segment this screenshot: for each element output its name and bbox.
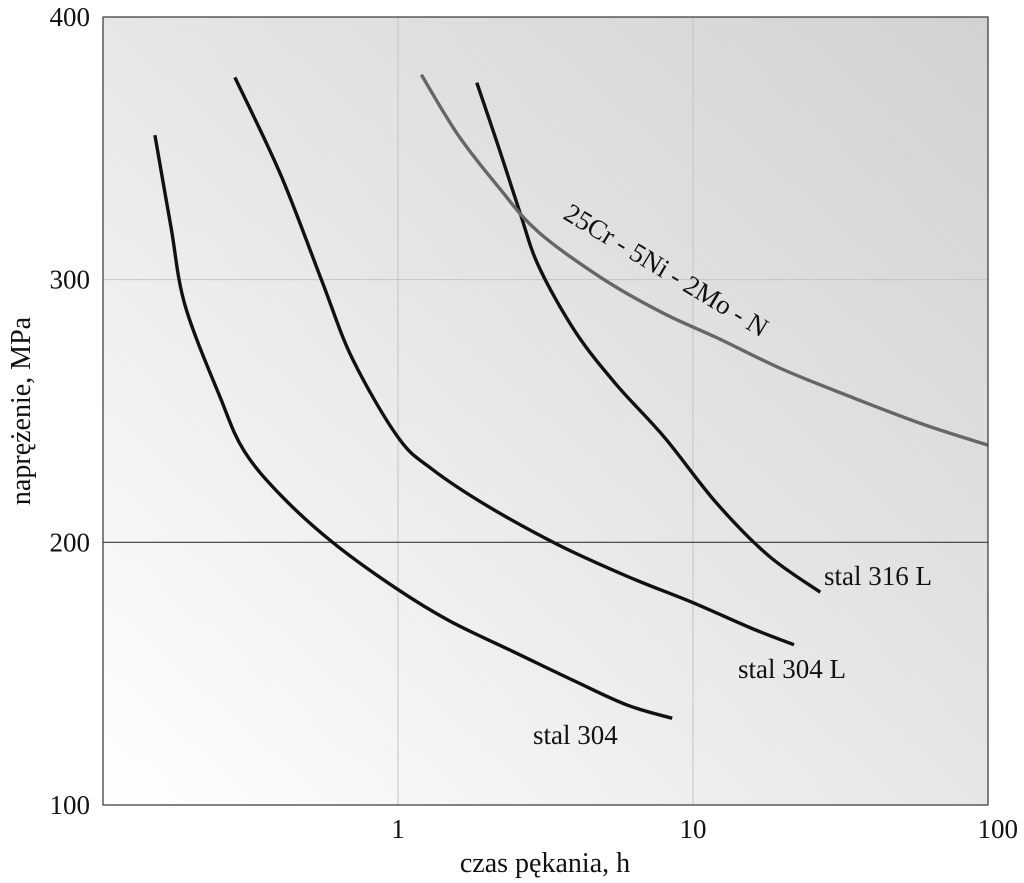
x-tick-label: 10 — [680, 814, 707, 844]
series-label-stal-304-l: stal 304 L — [738, 654, 846, 684]
x-axis-title: czas pękania, h — [460, 848, 630, 879]
y-tick-label: 400 — [50, 2, 91, 32]
plot-frame — [102, 16, 989, 806]
x-tick-label: 100 — [978, 814, 1019, 844]
series-layer — [153, 73, 989, 720]
series-line-3 — [419, 73, 989, 447]
y-tick-label: 200 — [50, 527, 91, 557]
x-tick-labels: 1 10 100 — [391, 814, 1018, 844]
series-line-1 — [233, 76, 795, 647]
series-label-stal-316-l: stal 316 L — [824, 561, 932, 591]
y-tick-label: 100 — [50, 790, 91, 820]
y-tick-labels: 100 200 300 400 — [50, 2, 91, 820]
series-line-2 — [475, 82, 822, 594]
series-label-stal-304: stal 304 — [533, 720, 618, 750]
series-line-0 — [153, 134, 673, 720]
x-tick-label: 1 — [391, 814, 405, 844]
y-tick-label: 300 — [50, 265, 91, 295]
y-axis-title: naprężenie, MPa — [6, 316, 37, 505]
plot-area — [103, 17, 988, 805]
